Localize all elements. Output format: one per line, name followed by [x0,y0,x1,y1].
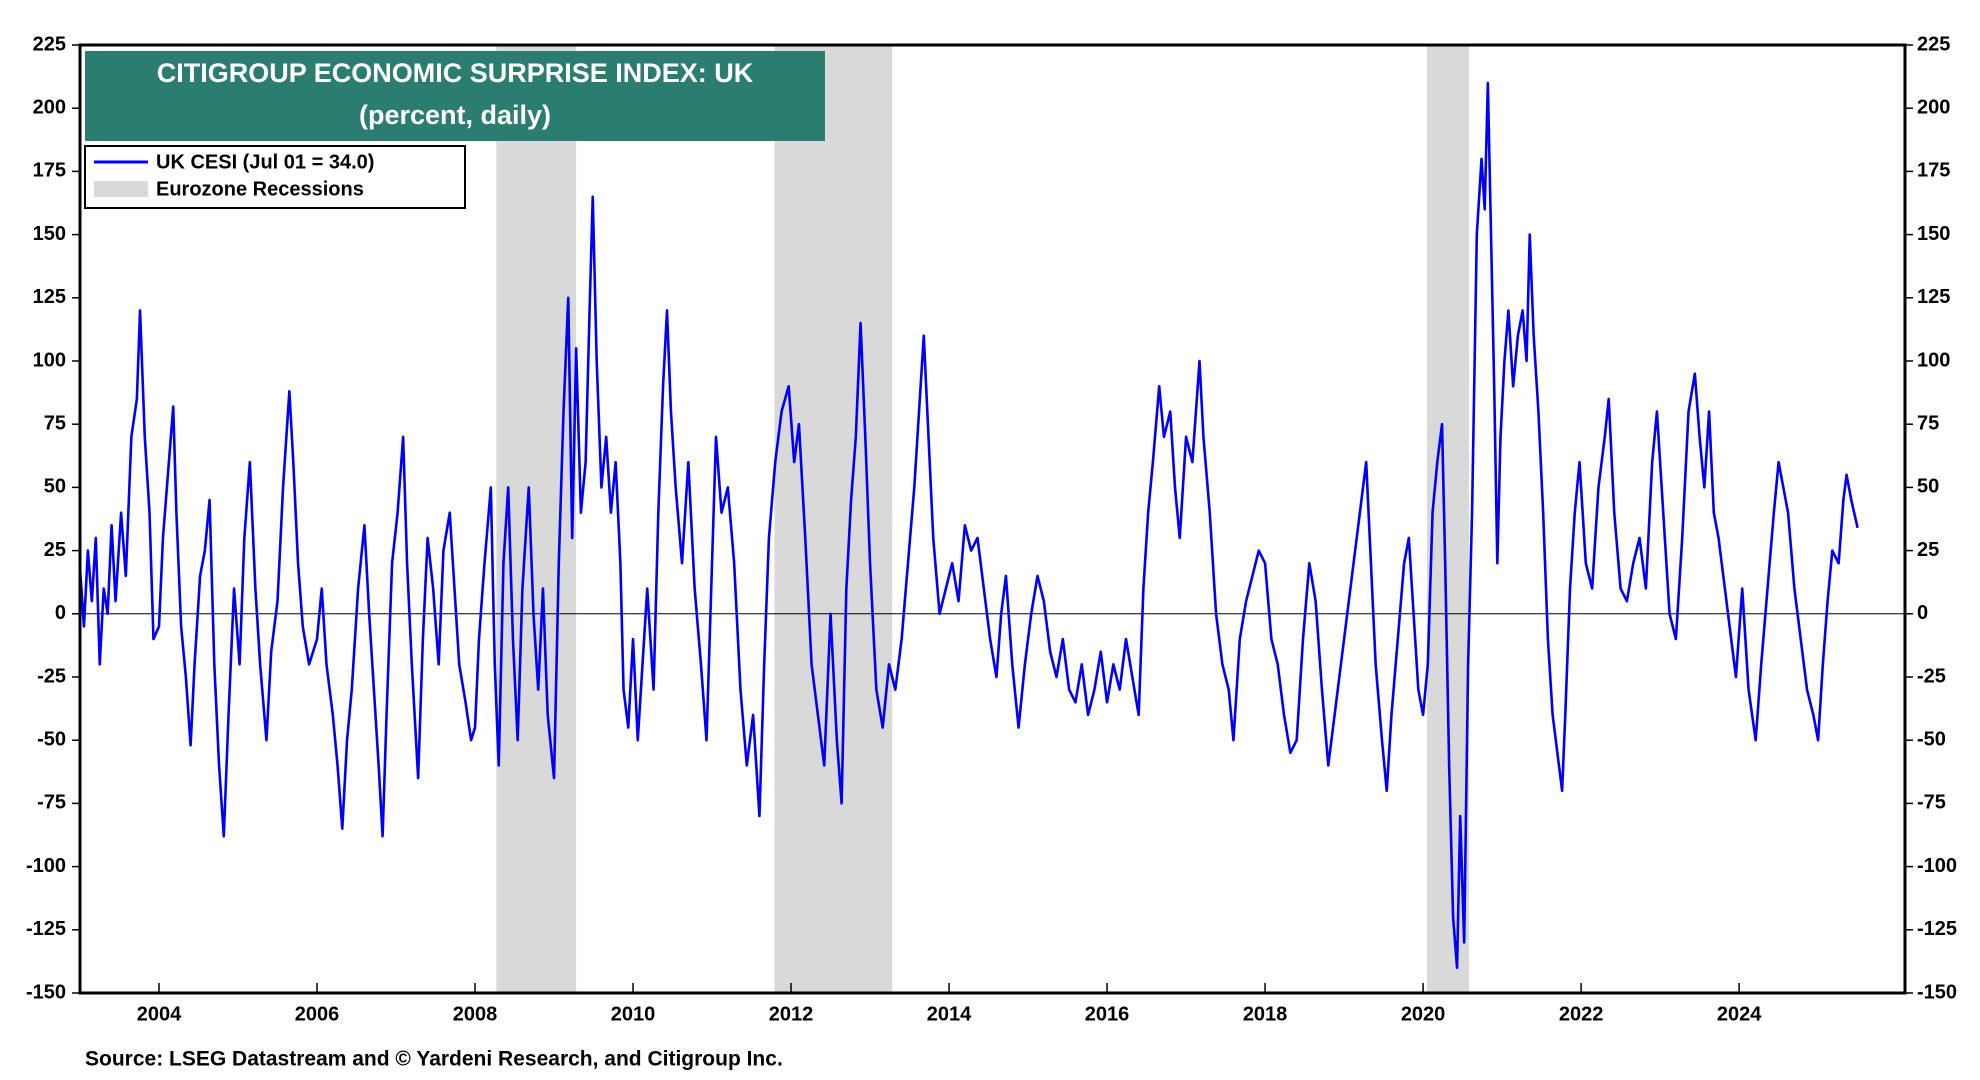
legend-label: UK CESI (Jul 01 = 34.0) [156,151,374,173]
y-tick-label: 75 [44,412,66,434]
y-tick-label: 0 [55,602,66,624]
y-tick-label: -50 [37,728,66,750]
y-tick-label: -125 [26,918,66,940]
y2-tick-label: -50 [1917,728,1946,750]
x-tick-label: 2016 [1085,1003,1130,1025]
source-note: Source: LSEG Datastream and © Yardeni Re… [85,1048,783,1071]
legend-box [84,145,466,209]
y2-tick-label: -25 [1917,665,1946,687]
y-tick-label: -150 [26,981,66,1003]
x-tick-label: 2020 [1401,1003,1446,1025]
x-tick-label: 2008 [453,1003,498,1025]
y-tick-label: 175 [33,160,66,182]
y2-tick-label: 225 [1917,33,1950,55]
y2-tick-label: -75 [1917,792,1946,814]
x-tick-label: 2004 [137,1003,182,1025]
y-tick-label: 50 [44,476,66,498]
y-tick-label: 200 [33,96,66,118]
y2-tick-label: 0 [1917,602,1928,624]
x-tick-label: 2010 [611,1003,656,1025]
y-tick-label: 100 [33,349,66,371]
y2-tick-label: 50 [1917,476,1939,498]
chart-title: CITIGROUP ECONOMIC SURPRISE INDEX: UK [157,58,754,88]
recession-band [774,45,893,993]
y2-tick-label: -150 [1917,981,1957,1003]
y-tick-label: -75 [37,792,66,814]
y-tick-label: 150 [33,223,66,245]
series-line [78,81,1859,970]
x-tick-label: 2012 [769,1003,814,1025]
y-tick-label: 225 [33,33,66,55]
y2-tick-label: 200 [1917,96,1950,118]
y2-tick-label: 100 [1917,349,1950,371]
x-tick-label: 2024 [1717,1003,1762,1025]
y-tick-label: 125 [33,286,66,308]
x-tick-label: 2006 [295,1003,340,1025]
axes: -150 -150 -125 -125 -100 -100 -75 -75 -50 -50 -25 -… [26,33,1957,1025]
legend-label: Eurozone Recessions [156,178,364,200]
chart-subtitle: (percent, daily) [359,100,551,130]
y-tick-label: 25 [44,539,66,561]
y2-tick-label: 125 [1917,286,1950,308]
y2-tick-label: -100 [1917,855,1957,877]
x-tick-label: 2022 [1559,1003,1604,1025]
plot-frame [78,43,1907,995]
y-tick-label: -100 [26,855,66,877]
x-tick-label: 2014 [927,1003,972,1025]
series [78,81,1859,970]
y2-tick-label: 150 [1917,223,1950,245]
y2-tick-label: -125 [1917,918,1957,940]
y2-tick-label: 175 [1917,160,1950,182]
legend-swatch [94,181,148,197]
y2-tick-label: 75 [1917,412,1939,434]
recession-bands [496,45,1469,993]
x-tick-label: 2018 [1243,1003,1288,1025]
y2-tick-label: 25 [1917,539,1939,561]
y-tick-label: -25 [37,665,66,687]
title-box [85,51,825,141]
